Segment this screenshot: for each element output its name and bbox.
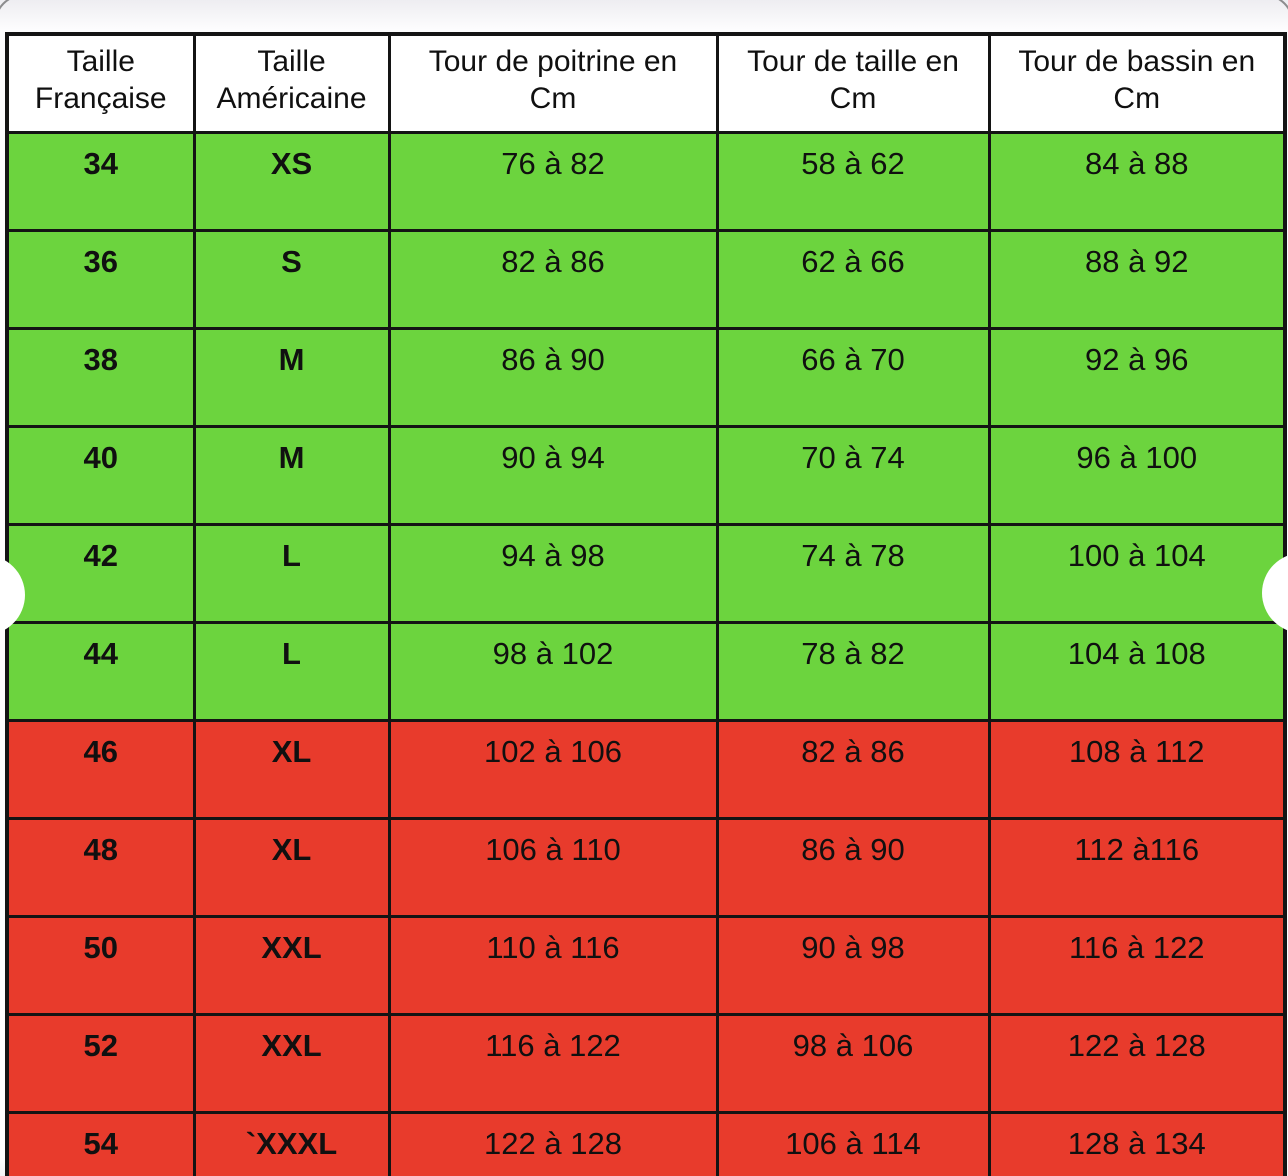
size-row-44: 44 L 98 à 102 78 à 82 104 à 108 xyxy=(5,621,1287,722)
cell-poitrine: 106 à 110 xyxy=(387,817,719,918)
size-row-40: 40 M 90 à 94 70 à 74 96 à 100 xyxy=(5,425,1287,526)
size-row-38: 38 M 86 à 90 66 à 70 92 à 96 xyxy=(5,327,1287,428)
cell-taille-fr: 54 xyxy=(5,1111,196,1176)
size-row-34: 34 XS 76 à 82 58 à 62 84 à 88 xyxy=(5,131,1287,232)
cell-taille-us: XL xyxy=(192,817,391,918)
size-row-48: 48 XL 106 à 110 86 à 90 112 à116 xyxy=(5,817,1287,918)
cell-taille-fr: 48 xyxy=(5,817,196,918)
header-row: Taille Française Taille Américaine Tour … xyxy=(5,32,1287,134)
cell-taille-fr: 38 xyxy=(5,327,196,428)
cell-poitrine: 98 à 102 xyxy=(387,621,719,722)
cell-taille-us: L xyxy=(192,523,391,624)
header-tour-de-poitrine: Tour de poitrine en Cm xyxy=(387,32,719,134)
cell-taille-us: XXL xyxy=(192,1013,391,1114)
card-corner-decoration-left xyxy=(0,0,30,30)
cell-bassin: 88 à 92 xyxy=(987,229,1287,330)
cell-taille-fr: 40 xyxy=(5,425,196,526)
cell-poitrine: 116 à 122 xyxy=(387,1013,719,1114)
cell-taille-us: XL xyxy=(192,719,391,820)
cell-taille-us: M xyxy=(192,425,391,526)
cell-taille-us: `XXXL xyxy=(192,1111,391,1176)
header-tour-de-bassin: Tour de bassin en Cm xyxy=(987,32,1287,134)
cell-taille-fr: 46 xyxy=(5,719,196,820)
cell-taille-fr: 50 xyxy=(5,915,196,1016)
cell-taille: 58 à 62 xyxy=(715,131,991,232)
size-row-36: 36 S 82 à 86 62 à 66 88 à 92 xyxy=(5,229,1287,330)
cell-bassin: 92 à 96 xyxy=(987,327,1287,428)
cell-taille-fr: 44 xyxy=(5,621,196,722)
cell-taille-fr: 52 xyxy=(5,1013,196,1114)
cell-poitrine: 76 à 82 xyxy=(387,131,719,232)
cell-bassin: 100 à 104 xyxy=(987,523,1287,624)
cell-bassin: 122 à 128 xyxy=(987,1013,1287,1114)
cell-taille: 74 à 78 xyxy=(715,523,991,624)
cell-taille: 106 à 114 xyxy=(715,1111,991,1176)
cell-taille: 70 à 74 xyxy=(715,425,991,526)
header-taille-americaine: Taille Américaine xyxy=(192,32,391,134)
cell-taille: 98 à 106 xyxy=(715,1013,991,1114)
cell-taille-fr: 36 xyxy=(5,229,196,330)
cell-bassin: 108 à 112 xyxy=(987,719,1287,820)
cell-taille-fr: 42 xyxy=(5,523,196,624)
cell-bassin: 84 à 88 xyxy=(987,131,1287,232)
cell-poitrine: 82 à 86 xyxy=(387,229,719,330)
cell-taille-us: XS xyxy=(192,131,391,232)
cell-taille: 82 à 86 xyxy=(715,719,991,820)
cell-taille: 78 à 82 xyxy=(715,621,991,722)
cell-taille: 86 à 90 xyxy=(715,817,991,918)
header-tour-de-taille: Tour de taille en Cm xyxy=(715,32,991,134)
cell-poitrine: 94 à 98 xyxy=(387,523,719,624)
cell-taille-us: S xyxy=(192,229,391,330)
header-taille-francaise: Taille Française xyxy=(5,32,196,134)
cell-bassin: 112 à116 xyxy=(987,817,1287,918)
cell-taille: 90 à 98 xyxy=(715,915,991,1016)
card-corner-decoration-right xyxy=(1258,0,1288,30)
cell-poitrine: 86 à 90 xyxy=(387,327,719,428)
cell-taille-fr: 34 xyxy=(5,131,196,232)
cell-taille-us: M xyxy=(192,327,391,428)
size-row-50: 50 XXL 110 à 116 90 à 98 116 à 122 xyxy=(5,915,1287,1016)
cell-taille: 66 à 70 xyxy=(715,327,991,428)
cell-poitrine: 110 à 116 xyxy=(387,915,719,1016)
cell-taille-us: XXL xyxy=(192,915,391,1016)
size-row-52: 52 XXL 116 à 122 98 à 106 122 à 128 xyxy=(5,1013,1287,1114)
size-row-54: 54 `XXXL 122 à 128 106 à 114 128 à 134 xyxy=(5,1111,1287,1176)
size-chart-table: Taille Française Taille Américaine Tour … xyxy=(5,32,1287,1176)
cell-bassin: 104 à 108 xyxy=(987,621,1287,722)
cell-poitrine: 102 à 106 xyxy=(387,719,719,820)
size-row-46: 46 XL 102 à 106 82 à 86 108 à 112 xyxy=(5,719,1287,820)
cell-taille: 62 à 66 xyxy=(715,229,991,330)
cell-taille-us: L xyxy=(192,621,391,722)
cell-bassin: 96 à 100 xyxy=(987,425,1287,526)
cell-bassin: 116 à 122 xyxy=(987,915,1287,1016)
cell-poitrine: 90 à 94 xyxy=(387,425,719,526)
size-row-42: 42 L 94 à 98 74 à 78 100 à 104 xyxy=(5,523,1287,624)
cell-bassin: 128 à 134 xyxy=(987,1111,1287,1176)
cell-poitrine: 122 à 128 xyxy=(387,1111,719,1176)
